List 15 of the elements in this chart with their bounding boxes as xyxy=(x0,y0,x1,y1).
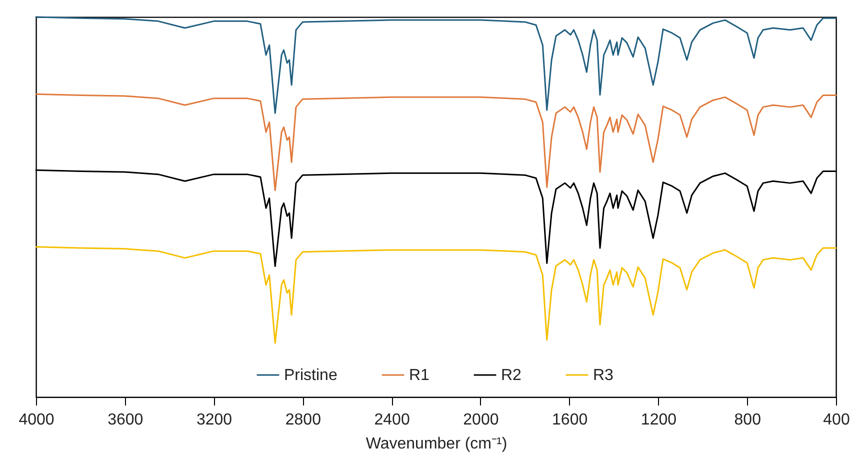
x-tick-label: 400 xyxy=(823,412,850,428)
x-tick-label: 3200 xyxy=(196,412,232,428)
x-tick-label: 2400 xyxy=(374,412,410,428)
x-tick-label: 3600 xyxy=(108,412,144,428)
x-tick-label: 2000 xyxy=(463,412,499,428)
x-tick-label: 2800 xyxy=(285,412,322,428)
legend-label: R3 xyxy=(593,367,614,384)
x-tick-label: 1200 xyxy=(640,412,677,428)
x-tick-label: 4000 xyxy=(18,412,54,428)
legend-label: R2 xyxy=(501,367,522,384)
x-axis-title: Wavenumber (cm⁻¹) xyxy=(366,436,508,452)
legend-label: R1 xyxy=(409,367,430,384)
legend-label: Pristine xyxy=(284,367,338,384)
x-tick-label: 1600 xyxy=(552,412,588,428)
x-tick-label: 800 xyxy=(734,412,762,428)
